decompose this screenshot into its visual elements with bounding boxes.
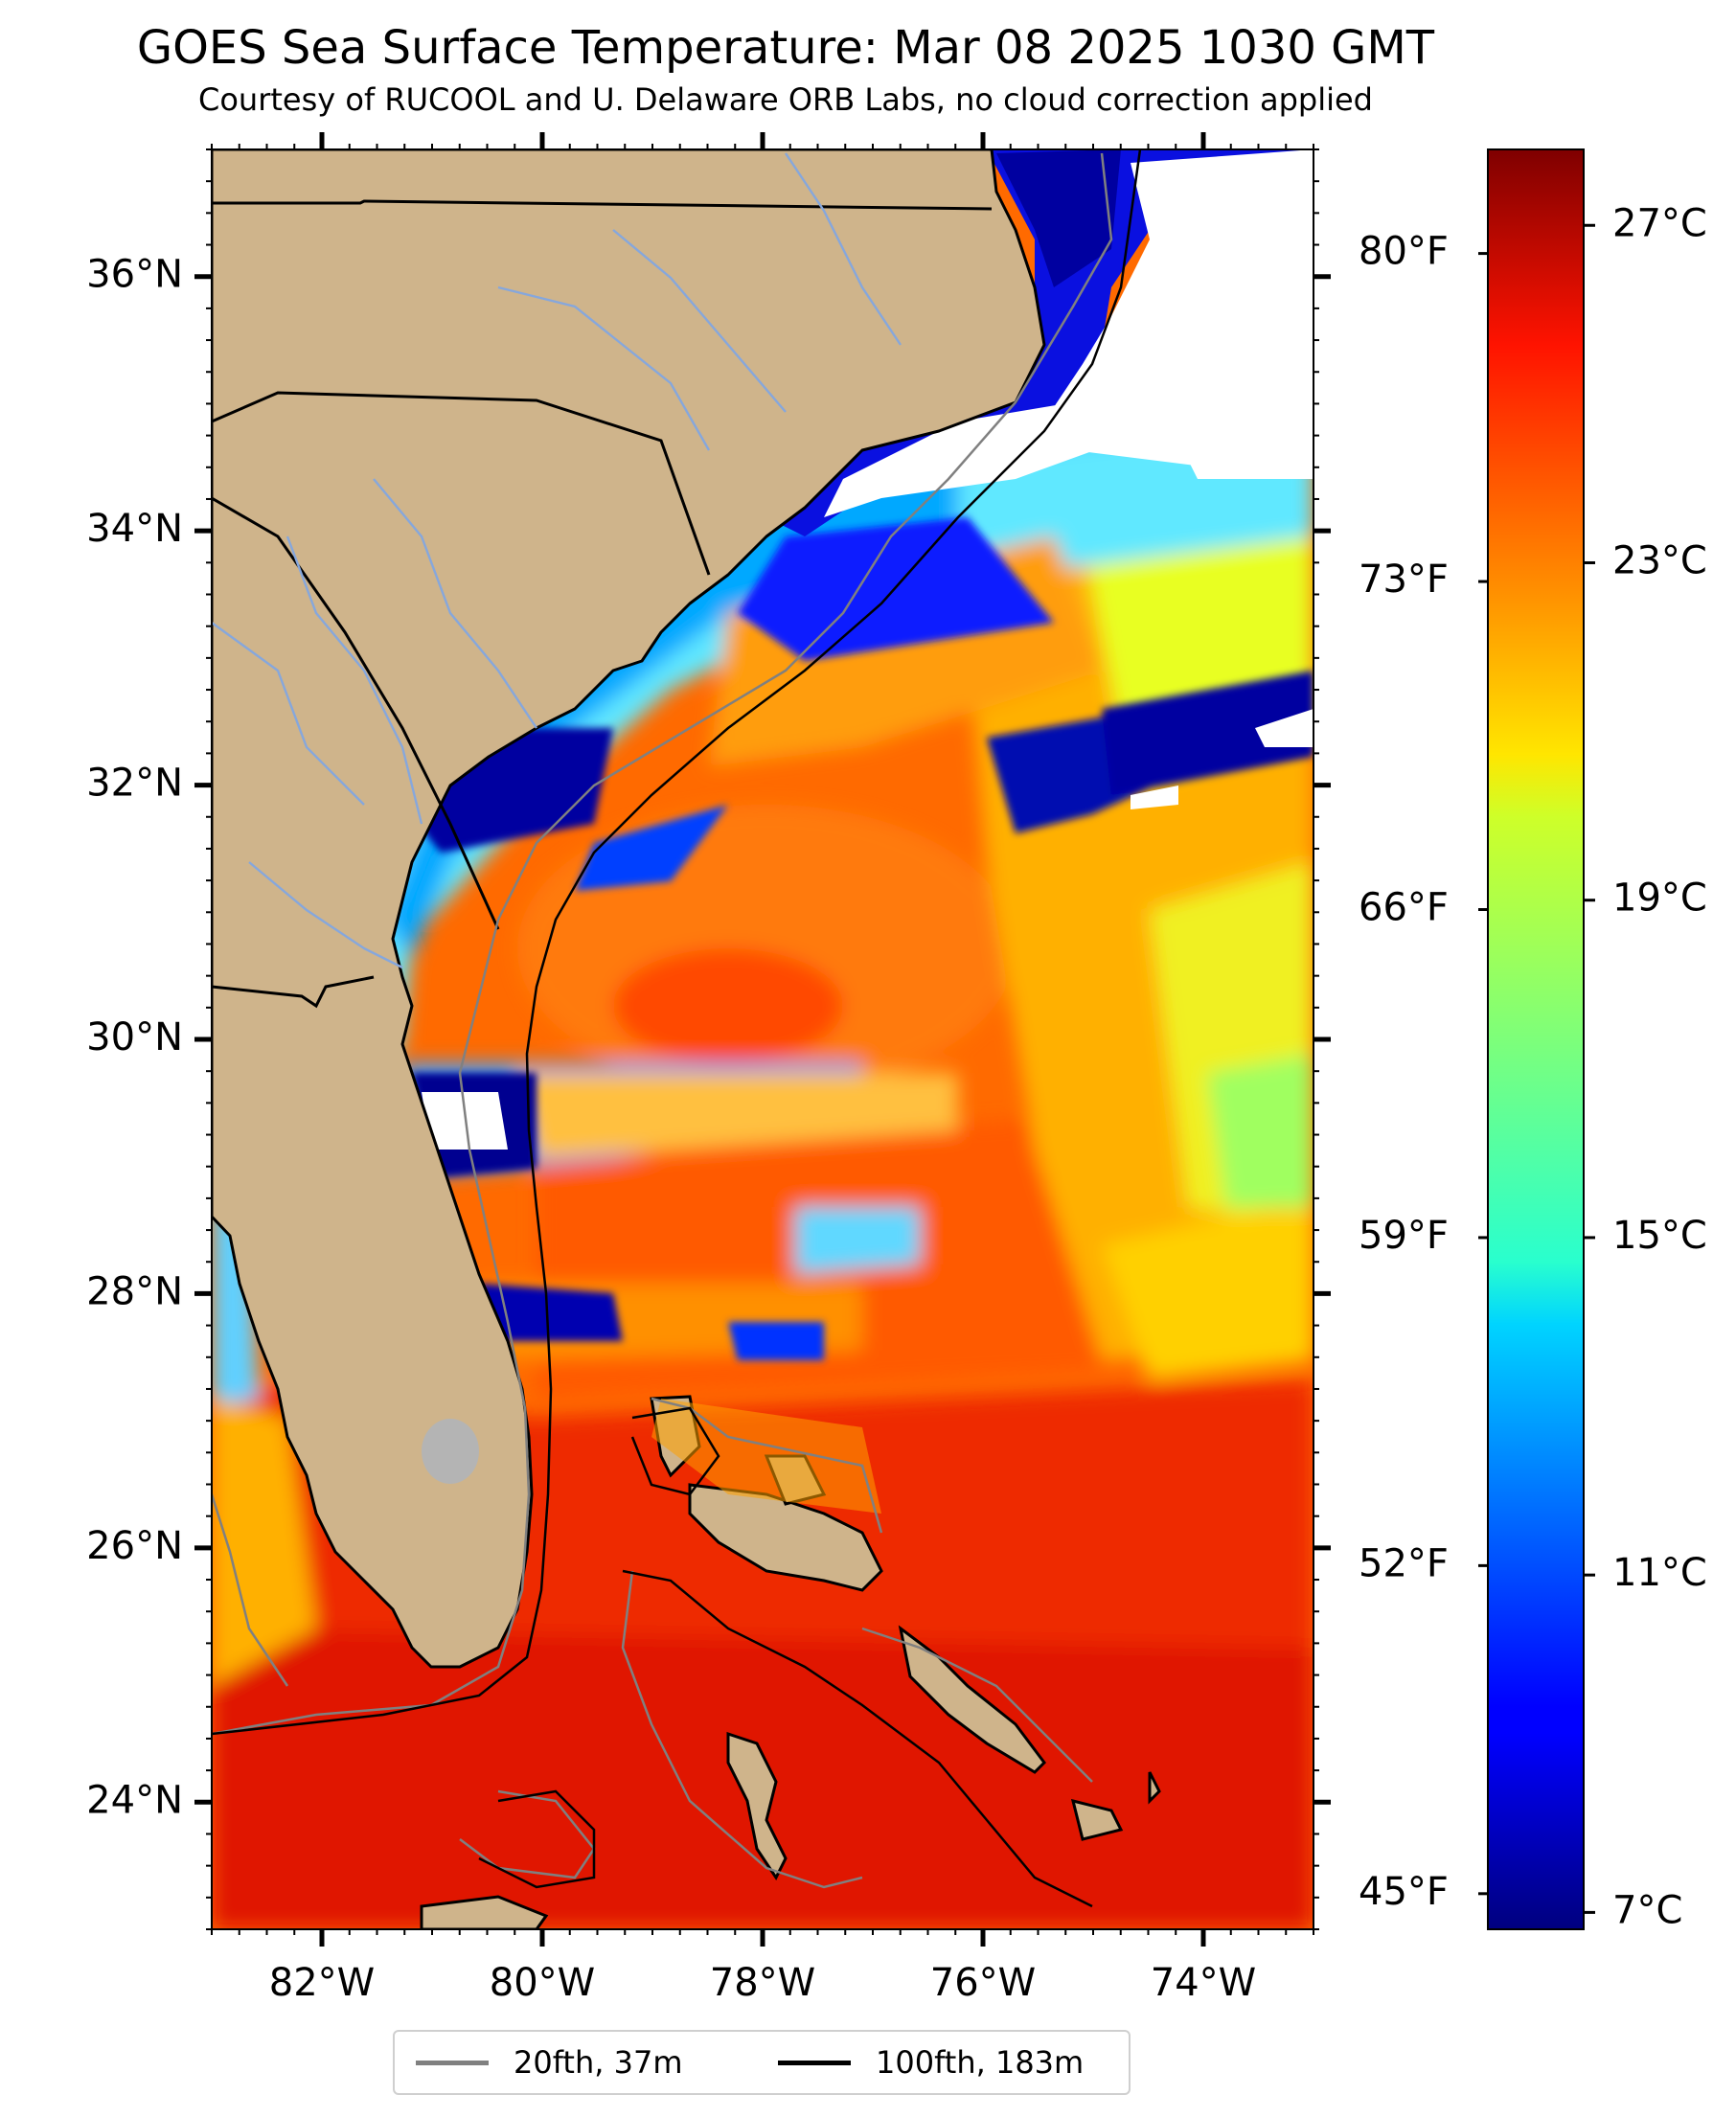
celsius-tick-label: 27°C — [1612, 201, 1707, 245]
lat-tick-label: 28°N — [86, 1269, 183, 1313]
fahrenheit-tick-label: 80°F — [1359, 230, 1449, 274]
lon-tick-label: 76°W — [930, 1961, 1036, 2005]
fahrenheit-tick-label: 73°F — [1359, 558, 1449, 602]
fahrenheit-tick-label: 52°F — [1359, 1541, 1449, 1585]
lat-tick-label: 30°N — [86, 1015, 183, 1059]
map-title: GOES Sea Surface Temperature: Mar 08 202… — [136, 21, 1435, 75]
colorbar: 27°C 23°C 19°C 15°C 11°C 7°C — [1487, 148, 1707, 1932]
colorbar-frame — [1487, 148, 1585, 1930]
lat-tick-label: 26°N — [86, 1524, 183, 1568]
celsius-tick-label: 11°C — [1612, 1551, 1707, 1595]
lon-tick-label: 82°W — [269, 1961, 375, 2005]
lat-tick-label: 32°N — [86, 762, 183, 806]
map-axes: 36°N 34°N 32°N 30°N 28°N 26°N 24°N 82°W 80°W 78°W… — [86, 132, 1488, 2005]
isobath-100fth — [212, 149, 1142, 1908]
fahrenheit-tick-label: 66°F — [1359, 885, 1449, 929]
colorbar-ticks: 27°C 23°C 19°C 15°C 11°C 7°C — [1584, 201, 1707, 1932]
lat-tick-label: 36°N — [86, 253, 183, 297]
legend-item-100fth: 100fth, 183m — [778, 2032, 1084, 2093]
rivers — [212, 152, 902, 969]
lake-okeechobee — [422, 1419, 479, 1484]
legend-label-20fth: 20fth, 37m — [514, 2044, 683, 2081]
fahrenheit-tick-label: 45°F — [1359, 1870, 1449, 1914]
legend-swatch-20fth — [416, 2060, 489, 2065]
celsius-tick-label: 23°C — [1612, 538, 1707, 582]
legend-swatch-100fth — [778, 2060, 851, 2065]
legend-item-20fth: 20fth, 37m — [416, 2032, 682, 2093]
celsius-tick-label: 19°C — [1612, 877, 1707, 921]
colorbar-gradient — [1488, 149, 1584, 1929]
lon-tick-label: 74°W — [1151, 1961, 1256, 2005]
fahrenheit-tick-label: 59°F — [1359, 1214, 1449, 1258]
lon-tick-label: 78°W — [710, 1961, 815, 2005]
isobath-legend: 20fth, 37m 100fth, 183m — [393, 2030, 1131, 2095]
isobath-20fth — [212, 152, 1113, 1889]
legend-label-100fth: 100fth, 183m — [876, 2044, 1085, 2081]
lon-tick-label: 80°W — [490, 1961, 595, 2005]
celsius-tick-label: 7°C — [1612, 1888, 1682, 1932]
celsius-tick-label: 15°C — [1612, 1214, 1707, 1258]
lat-tick-label: 34°N — [86, 507, 183, 551]
sst-map — [212, 149, 1313, 1929]
land — [212, 149, 1046, 1669]
lat-tick-label: 24°N — [86, 1778, 183, 1822]
state-borders — [212, 199, 993, 1009]
map-subtitle: Courtesy of RUCOOL and U. Delaware ORB L… — [198, 81, 1373, 118]
